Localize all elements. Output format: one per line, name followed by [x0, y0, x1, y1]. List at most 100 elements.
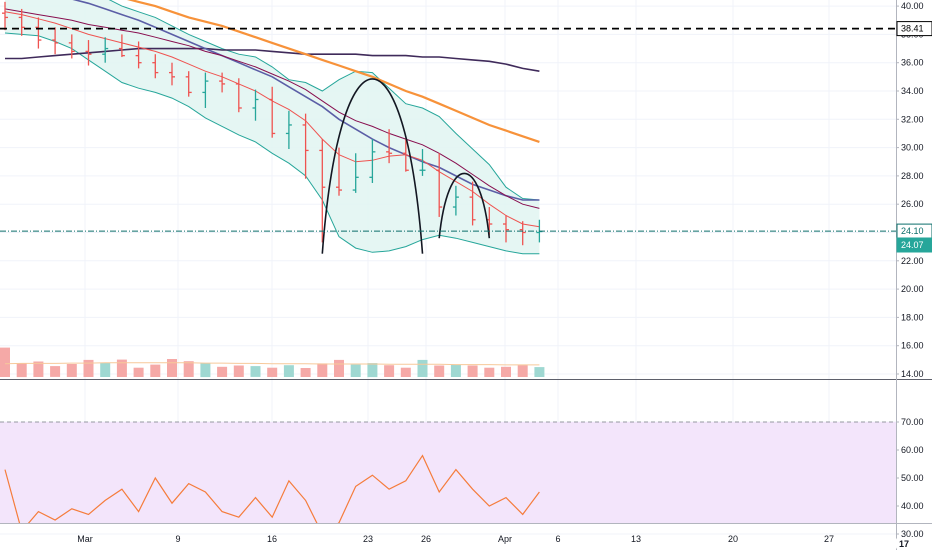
ohlc-bar	[452, 185, 459, 216]
volume-bar	[467, 365, 478, 377]
volume-bar	[400, 367, 411, 377]
ma-slow-line	[72, 0, 540, 201]
price-tick-label: 26.00	[901, 199, 924, 209]
ohlc-bar	[419, 149, 426, 176]
ohlc-bar	[269, 86, 276, 138]
ohlc-bar	[35, 17, 42, 49]
last-price-tag[interactable]: 24.07	[896, 237, 932, 253]
rsi-pane	[0, 421, 896, 523]
horizontal-lines	[0, 27, 896, 232]
ohlc-bar	[185, 71, 192, 97]
price-tick-label: 28.00	[901, 171, 924, 181]
pattern-arc	[438, 172, 491, 239]
volume-bar	[0, 347, 10, 377]
bollinger-upper	[108, 0, 540, 201]
volume-bar	[501, 366, 511, 377]
last-price-tag-box	[896, 237, 932, 253]
price-tick-label: 22.00	[901, 256, 924, 266]
ohlc-bar	[319, 139, 326, 243]
ohlc-bar	[503, 215, 509, 243]
volume-bar	[367, 363, 378, 378]
price-tick-label: 34.00	[901, 86, 924, 96]
price-tag-24-10-label: 24.10	[901, 226, 924, 236]
ohlc-bar	[152, 54, 159, 79]
volume-bar	[534, 367, 545, 377]
volume-bar	[16, 363, 27, 378]
volume-bar	[100, 362, 111, 377]
ohlc-bar	[18, 8, 25, 36]
price-tick-label: 18.00	[901, 312, 924, 322]
ohlc-bar	[135, 41, 142, 69]
price-pane	[0, 0, 896, 378]
pattern-arcs	[321, 78, 491, 254]
rsi-tick-label: 40.00	[901, 501, 924, 511]
price-tick-label: 20.00	[901, 284, 924, 294]
ohlc-bar	[102, 37, 109, 63]
rsi-axis[interactable]: 70.00 60.00 50.00 40.00 30.00	[896, 417, 924, 539]
volume-bar	[33, 361, 44, 377]
volume-bar	[183, 361, 194, 377]
volume-bar	[334, 359, 344, 377]
ma-orange-line	[126, 0, 540, 143]
rsi-line	[4, 454, 540, 523]
price-tag-38-41-box	[896, 21, 932, 37]
volume-bars	[0, 347, 545, 378]
price-tick-label: 36.00	[901, 58, 924, 68]
volume-bar	[484, 367, 495, 377]
volume-bar	[116, 359, 127, 377]
ohlc-bar	[519, 221, 526, 246]
logo-text: 17	[899, 539, 909, 549]
time-tick-label: 16	[267, 534, 277, 544]
volume-bar	[300, 368, 311, 377]
price-tag-38-41-label: 38.41	[901, 24, 924, 34]
ohlc-bar	[2, 1, 8, 31]
volume-bar	[317, 363, 328, 377]
ohlc-bar	[85, 40, 92, 66]
volume-bar	[150, 364, 161, 377]
tradingview-logo-icon: 17	[896, 538, 914, 549]
volume-bar	[200, 363, 211, 378]
ohlc-bar	[235, 78, 242, 113]
volume-bar	[250, 366, 261, 377]
rsi-tick-label: 70.00	[901, 417, 924, 427]
price-tick-label: 32.00	[901, 114, 924, 124]
ohlc-bar	[436, 153, 443, 217]
ohlc-bar	[469, 181, 476, 226]
price-tick-label: 40.00	[901, 1, 924, 11]
ohlc-bar	[169, 62, 175, 86]
ohlc-bar	[386, 129, 393, 164]
volume-bar	[217, 366, 228, 377]
time-axis[interactable]: Mar 9 16 23 26 Apr 6 13 20 27	[77, 534, 834, 544]
price-tick-label: 14.00	[901, 369, 924, 379]
time-tick-label: Apr	[498, 534, 512, 544]
ohlc-bar	[285, 110, 292, 150]
time-tick-label: 23	[363, 534, 373, 544]
price-tag-38-41[interactable]: 38.41	[896, 21, 932, 37]
volume-bar	[417, 359, 428, 377]
price-axis[interactable]: 40.0038.0036.0034.0032.0030.0028.0026.00…	[896, 1, 924, 379]
time-tick-label: 13	[631, 534, 641, 544]
ohlc-bar	[336, 147, 342, 196]
volume-bar	[384, 365, 395, 377]
ohlc-bar	[202, 72, 209, 108]
rsi-band	[0, 422, 896, 523]
time-tick-label: 27	[824, 534, 834, 544]
price-tags: 38.41 24.10 24.07	[896, 21, 932, 253]
ohlc-bar	[352, 153, 359, 193]
rsi-tick-label: 60.00	[901, 445, 924, 455]
time-tick-label: 20	[728, 534, 738, 544]
volume-bar	[167, 359, 177, 377]
ma-long-line	[5, 47, 540, 72]
price-tag-24-10[interactable]: 24.10	[896, 223, 932, 239]
volume-bar	[267, 367, 278, 377]
time-tick-label: 26	[421, 534, 431, 544]
ohlc-bar	[68, 34, 75, 59]
volume-bar	[133, 367, 144, 377]
ohlc-bar	[118, 34, 125, 58]
volume-bar	[66, 364, 77, 377]
ohlc-bar	[52, 27, 59, 55]
price-tick-label: 16.00	[901, 341, 924, 351]
time-tick-label: 6	[555, 534, 560, 544]
ohlc-bar	[302, 113, 309, 179]
